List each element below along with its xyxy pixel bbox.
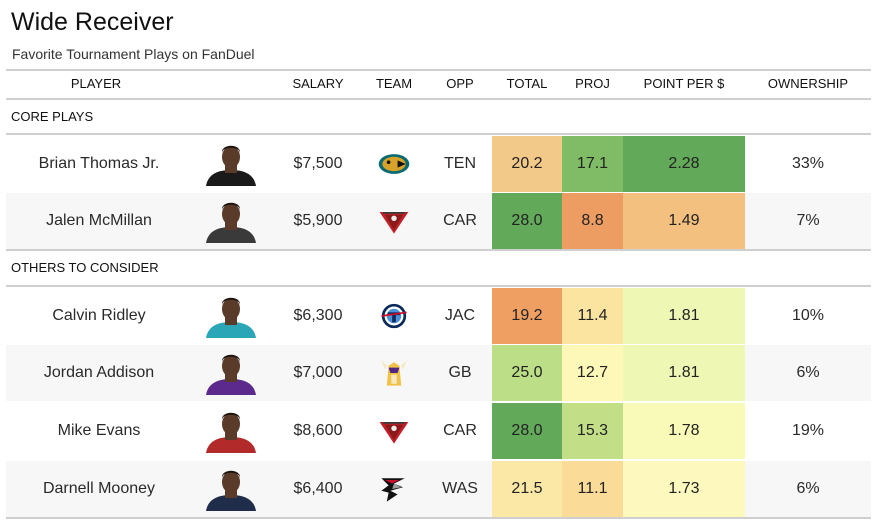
total-cell: 21.5 <box>492 461 562 517</box>
projection-cell: 15.3 <box>562 403 623 459</box>
opponent-cell: CAR <box>443 422 477 439</box>
buccaneers-logo <box>376 205 412 237</box>
total-cell: 28.0 <box>492 193 562 249</box>
total-cell: 20.2 <box>492 136 562 192</box>
point-per-dollar-cell: 1.78 <box>623 403 745 459</box>
point-per-dollar-cell: 1.81 <box>623 345 745 401</box>
table-row[interactable]: Jalen McMillan $5,900 CAR 28.0 8.8 1.49 7% <box>6 193 871 249</box>
projection-cell: 12.7 <box>562 345 623 401</box>
player-name[interactable]: Darnell Mooney <box>42 480 156 497</box>
total-cell: 25.0 <box>492 345 562 401</box>
opponent-cell: TEN <box>444 155 476 172</box>
section-label-others: OTHERS TO CONSIDER <box>11 260 159 275</box>
table-row[interactable]: Jordan Addison $7,000 GB 25.0 12.7 1.81 6% <box>6 345 871 401</box>
table-row[interactable]: Brian Thomas Jr. $7,500 TEN 20.2 17.1 2.28 33% <box>6 136 871 192</box>
salary-cell: $5,900 <box>293 212 343 229</box>
player-name[interactable]: Mike Evans <box>57 422 141 439</box>
player-name[interactable]: Jalen McMillan <box>46 212 152 229</box>
divider <box>6 249 871 251</box>
titans-logo <box>376 300 412 332</box>
falcons-logo <box>376 473 412 505</box>
column-header-player[interactable]: PLAYER <box>70 76 122 91</box>
total-cell: 28.0 <box>492 403 562 459</box>
column-header-ownership[interactable]: OWNERSHIP <box>767 76 849 91</box>
ownership-cell: 10% <box>791 307 825 324</box>
player-name[interactable]: Brian Thomas Jr. <box>38 155 160 172</box>
page-title: Wide Receiver <box>11 8 174 36</box>
ownership-cell: 19% <box>791 422 825 439</box>
column-header-point-per-dollar[interactable]: POINT PER $ <box>643 76 725 91</box>
jaguars-logo <box>376 148 412 180</box>
projection-cell: 11.4 <box>562 288 623 344</box>
player-name[interactable]: Calvin Ridley <box>52 307 146 324</box>
table-row[interactable]: Darnell Mooney $6,400 WAS 21.5 11.1 1.73 6% <box>6 461 871 517</box>
divider <box>6 133 871 135</box>
vikings-logo <box>376 357 412 389</box>
column-header-opp[interactable]: OPP <box>446 76 474 91</box>
divider <box>6 517 871 519</box>
salary-cell: $7,500 <box>293 155 343 172</box>
point-per-dollar-cell: 1.73 <box>623 461 745 517</box>
salary-cell: $6,300 <box>293 307 343 324</box>
point-per-dollar-cell: 1.81 <box>623 288 745 344</box>
divider <box>6 98 871 100</box>
opponent-cell: CAR <box>443 212 477 229</box>
divider <box>6 285 871 287</box>
player-headshot <box>204 353 258 395</box>
player-headshot <box>204 469 258 511</box>
buccaneers-logo <box>376 415 412 447</box>
section-label-core-plays: CORE PLAYS <box>11 109 94 124</box>
player-name[interactable]: Jordan Addison <box>43 364 155 381</box>
page-subtitle: Favorite Tournament Plays on FanDuel <box>12 46 255 62</box>
total-cell: 19.2 <box>492 288 562 344</box>
player-headshot <box>204 411 258 453</box>
projection-cell: 8.8 <box>562 193 623 249</box>
table-row[interactable]: Mike Evans $8,600 CAR 28.0 15.3 1.78 19% <box>6 403 871 459</box>
player-headshot <box>204 296 258 338</box>
player-headshot <box>204 201 258 243</box>
ownership-cell: 7% <box>796 212 820 229</box>
column-header-salary[interactable]: SALARY <box>292 76 344 91</box>
projection-cell: 17.1 <box>562 136 623 192</box>
ownership-cell: 6% <box>796 364 820 381</box>
opponent-cell: WAS <box>442 480 478 497</box>
projection-cell: 11.1 <box>562 461 623 517</box>
point-per-dollar-cell: 2.28 <box>623 136 745 192</box>
divider <box>6 69 871 71</box>
table-row[interactable]: Calvin Ridley $6,300 JAC 19.2 11.4 1.81 10% <box>6 288 871 344</box>
ownership-cell: 6% <box>796 480 820 497</box>
column-header-team[interactable]: TEAM <box>375 76 413 91</box>
opponent-cell: JAC <box>444 307 476 324</box>
salary-cell: $6,400 <box>293 480 343 497</box>
point-per-dollar-cell: 1.49 <box>623 193 745 249</box>
ownership-cell: 33% <box>791 155 825 172</box>
column-header-total[interactable]: TOTAL <box>506 76 548 91</box>
salary-cell: $7,000 <box>293 364 343 381</box>
table-header: PLAYER SALARY TEAM OPP TOTAL PROJ POINT … <box>6 70 871 98</box>
opponent-cell: GB <box>448 364 472 381</box>
player-headshot <box>204 144 258 186</box>
salary-cell: $8,600 <box>293 422 343 439</box>
column-header-proj[interactable]: PROJ <box>575 76 610 91</box>
